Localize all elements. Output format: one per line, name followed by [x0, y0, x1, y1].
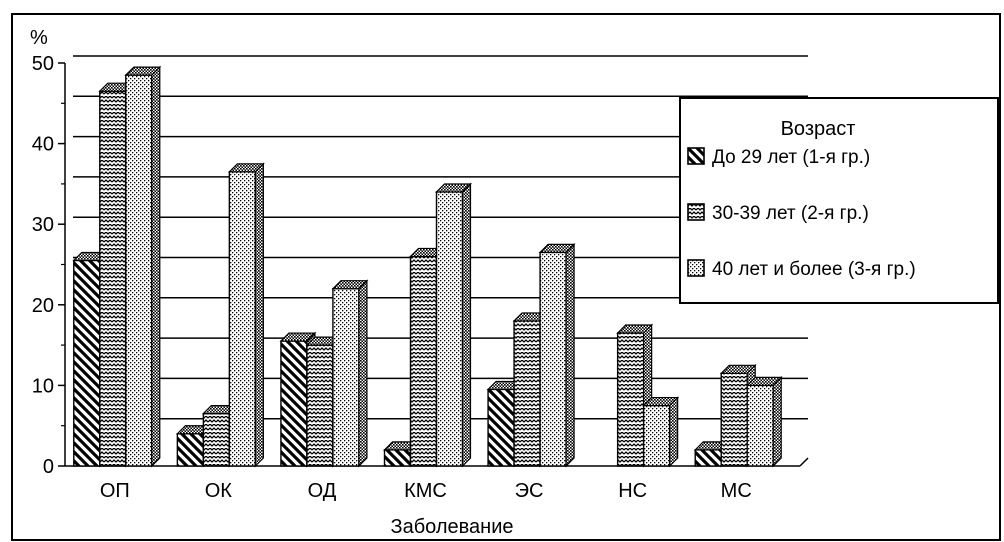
x-tick-label: МС	[721, 480, 752, 502]
y-tick-label: 10	[32, 375, 54, 397]
legend: Возраст До 29 лет (1-я гр.) 30-39 лет (2-…	[679, 97, 999, 304]
legend-swatch	[687, 259, 705, 277]
x-tick-label: НС	[618, 480, 647, 502]
chart-frame	[11, 13, 1001, 541]
legend-swatch	[687, 203, 705, 221]
y-tick-label: 0	[43, 456, 54, 478]
legend-item: До 29 лет (1-я гр.)	[687, 147, 870, 168]
bar-3	[745, 375, 783, 468]
legend-label: 40 лет и более (3-я гр.)	[712, 259, 916, 280]
legend-item: 30-39 лет (2-я гр.)	[687, 203, 869, 224]
x-axis-label: Заболевание	[391, 516, 514, 538]
x-tick-label: ОП	[100, 480, 130, 502]
legend-item: 40 лет и более (3-я гр.)	[687, 259, 916, 280]
bar-3	[538, 242, 576, 468]
tick-labels: 0 10 20 30 40 50 ОП ОК ОД КМС ЭС НС МС	[32, 53, 752, 502]
legend-title: Возраст	[781, 118, 856, 140]
x-tick-label: ЭС	[515, 480, 544, 502]
bar-3	[227, 162, 265, 468]
y-tick-label: 30	[32, 214, 54, 236]
legend-box	[679, 97, 999, 304]
y-tick-label: 50	[32, 53, 54, 75]
y-tick-label: 40	[32, 134, 54, 156]
legend-swatch	[687, 147, 705, 165]
bars	[72, 65, 783, 468]
y-axis-label: %	[30, 27, 48, 49]
bar-3	[435, 182, 472, 468]
legend-label: 30-39 лет (2-я гр.)	[712, 203, 869, 224]
x-tick-label: КМС	[404, 480, 447, 502]
legend-label: До 29 лет (1-я гр.)	[712, 147, 870, 168]
floor-edge	[799, 457, 809, 467]
bar-3	[331, 279, 369, 468]
x-tick-label: ОД	[308, 480, 337, 502]
x-tick-label: ОК	[205, 480, 233, 502]
y-tick-label: 20	[32, 295, 54, 317]
bar-3	[124, 65, 162, 468]
bar-3	[642, 396, 680, 468]
